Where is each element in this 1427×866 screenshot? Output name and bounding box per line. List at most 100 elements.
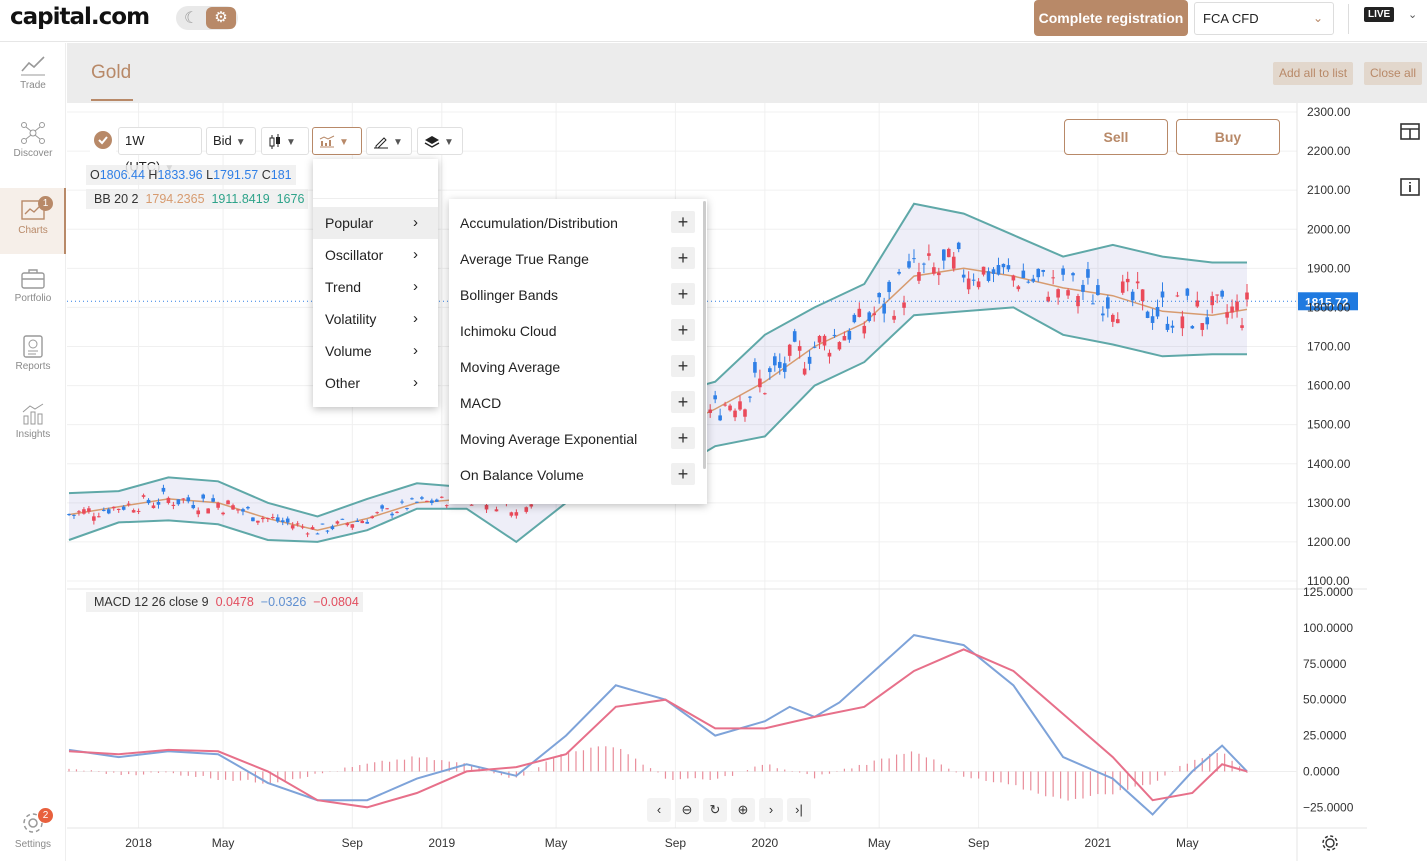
category-volume[interactable]: Volume › xyxy=(313,335,438,367)
chevron-down-icon[interactable]: ⌄ xyxy=(1408,9,1418,21)
category-other[interactable]: Other › xyxy=(313,367,438,399)
instrument-title[interactable]: Gold xyxy=(91,62,132,83)
zoom-in-icon[interactable]: ⊕ xyxy=(731,798,755,822)
theme-toggle[interactable]: ☾ ⚙ xyxy=(176,6,238,30)
candle xyxy=(777,353,782,375)
chart-settings-checkbox[interactable] xyxy=(90,127,116,155)
price-chart-area[interactable]: 1815.72 2300.00 2200.00 2100.00 2000.00 1900.… xyxy=(67,103,1367,861)
candle-body xyxy=(787,344,792,356)
add-indicator-icon[interactable]: + xyxy=(671,319,695,341)
indicator-search-field[interactable] xyxy=(313,159,438,199)
candle xyxy=(529,503,534,509)
candle xyxy=(1066,288,1070,299)
indicator-item[interactable]: MACD + xyxy=(449,385,707,421)
scroll-to-end-icon[interactable]: ›| xyxy=(787,798,811,822)
candle xyxy=(1106,294,1110,318)
bb-legend[interactable]: BB 20 2 1794.2365 1911.8419 1676 xyxy=(86,189,309,209)
close-label: C xyxy=(261,168,271,182)
close-all-button[interactable]: Close all xyxy=(1364,62,1423,85)
candle-body xyxy=(370,516,374,519)
indicator-item[interactable]: Average True Range + xyxy=(449,241,707,277)
candle xyxy=(1091,294,1095,305)
add-indicator-icon[interactable]: + xyxy=(671,211,695,233)
candle-body xyxy=(1106,297,1110,309)
add-indicator-icon[interactable]: + xyxy=(671,463,695,485)
candle-body xyxy=(360,520,365,524)
capital-logo[interactable]: capital.com xyxy=(10,4,150,30)
complete-registration-button[interactable]: Complete registration xyxy=(1034,0,1188,36)
price-chart[interactable]: 1815.72 2300.00 2200.00 2100.00 2000.00 1900.… xyxy=(67,103,1367,861)
candle xyxy=(912,249,916,263)
live-badge[interactable]: LIVE xyxy=(1364,7,1395,22)
candle-body xyxy=(1101,313,1105,316)
buy-button[interactable]: Buy xyxy=(1176,119,1280,155)
chart-type-select[interactable]: ▼ xyxy=(261,127,309,155)
candle xyxy=(146,498,151,505)
candle-body xyxy=(842,336,847,341)
sidebar-item-settings[interactable]: 2 Settings xyxy=(0,800,66,861)
candle xyxy=(305,532,310,538)
candle-body xyxy=(852,314,857,323)
add-indicator-icon[interactable]: + xyxy=(671,355,695,377)
sidebar-item-discover[interactable]: Discover xyxy=(0,111,66,177)
sidebar-item-trade[interactable]: Trade xyxy=(0,43,66,109)
candle xyxy=(902,295,906,316)
price-type-select[interactable]: Bid ▼ xyxy=(206,127,256,155)
category-trend[interactable]: Trend › xyxy=(313,271,438,303)
price-tick-label: 1200.00 xyxy=(1307,535,1351,549)
sidebar-item-portfolio[interactable]: Portfolio xyxy=(0,256,66,322)
macd-tick-label: 50.0000 xyxy=(1303,693,1347,707)
indicators-select[interactable]: ▼ xyxy=(312,127,362,155)
candle-body xyxy=(191,504,196,509)
candle-body xyxy=(882,303,886,314)
sidebar-item-charts[interactable]: 1 Charts xyxy=(0,188,66,254)
candle xyxy=(161,484,166,495)
layout-icon[interactable] xyxy=(1399,122,1421,142)
instrument-header: Gold Add all to list Close all xyxy=(67,43,1427,103)
zoom-out-icon[interactable]: ⊖ xyxy=(675,798,699,822)
indicator-item[interactable]: Bollinger Bands + xyxy=(449,277,707,313)
candle-body xyxy=(420,497,424,499)
add-indicator-icon[interactable]: + xyxy=(671,247,695,269)
candle-body xyxy=(1066,290,1070,296)
candle-body xyxy=(425,500,429,502)
category-popular[interactable]: Popular › xyxy=(313,207,438,239)
candle-body xyxy=(67,514,71,516)
add-indicator-icon[interactable]: + xyxy=(671,391,695,413)
category-oscillator[interactable]: Oscillator › xyxy=(313,239,438,271)
candle-body xyxy=(415,501,419,503)
time-tick-label: May xyxy=(868,836,891,850)
sell-button[interactable]: Sell xyxy=(1064,119,1168,155)
candle xyxy=(956,241,961,253)
candle-body xyxy=(996,265,1001,275)
add-indicator-icon[interactable]: + xyxy=(671,283,695,305)
scroll-right-icon[interactable]: › xyxy=(759,798,783,822)
candle xyxy=(430,498,434,506)
drawing-tools-select[interactable]: ▼ xyxy=(366,127,412,155)
category-volatility[interactable]: Volatility › xyxy=(313,303,438,335)
macd-legend[interactable]: MACD 12 26 close 9 0.0478 −0.0326 −0.080… xyxy=(86,592,363,612)
sidebar-item-insights[interactable]: Insights xyxy=(0,392,66,458)
candle xyxy=(1240,317,1244,331)
info-icon[interactable] xyxy=(1399,177,1421,197)
indicator-item[interactable]: Accumulation/Distribution + xyxy=(449,205,707,241)
candle xyxy=(176,499,181,506)
indicator-item[interactable]: On Balance Volume + xyxy=(449,457,707,493)
indicator-item[interactable]: Moving Average Exponential + xyxy=(449,421,707,457)
add-indicator-icon[interactable]: + xyxy=(671,427,695,449)
check-circle-icon xyxy=(94,131,112,149)
sidebar-item-reports[interactable]: Reports xyxy=(0,324,66,390)
indicator-item[interactable]: Ichimoku Cloud + xyxy=(449,313,707,349)
timeframe-select[interactable]: 1W (UTC)▼ xyxy=(118,127,202,174)
indicator-item[interactable]: Moving Average + xyxy=(449,349,707,385)
candle-body xyxy=(390,513,394,516)
scroll-left-icon[interactable]: ‹ xyxy=(647,798,671,822)
reset-icon[interactable]: ↻ xyxy=(703,798,727,822)
candle-body xyxy=(1230,306,1234,313)
candle-body xyxy=(1170,325,1175,328)
layers-select[interactable]: ▼ xyxy=(417,127,463,155)
regulator-select[interactable]: FCA CFD ⌄ xyxy=(1194,2,1334,35)
scrollbar[interactable] xyxy=(703,201,706,469)
add-all-to-list-button[interactable]: Add all to list xyxy=(1273,62,1354,85)
candle-body xyxy=(380,505,384,509)
